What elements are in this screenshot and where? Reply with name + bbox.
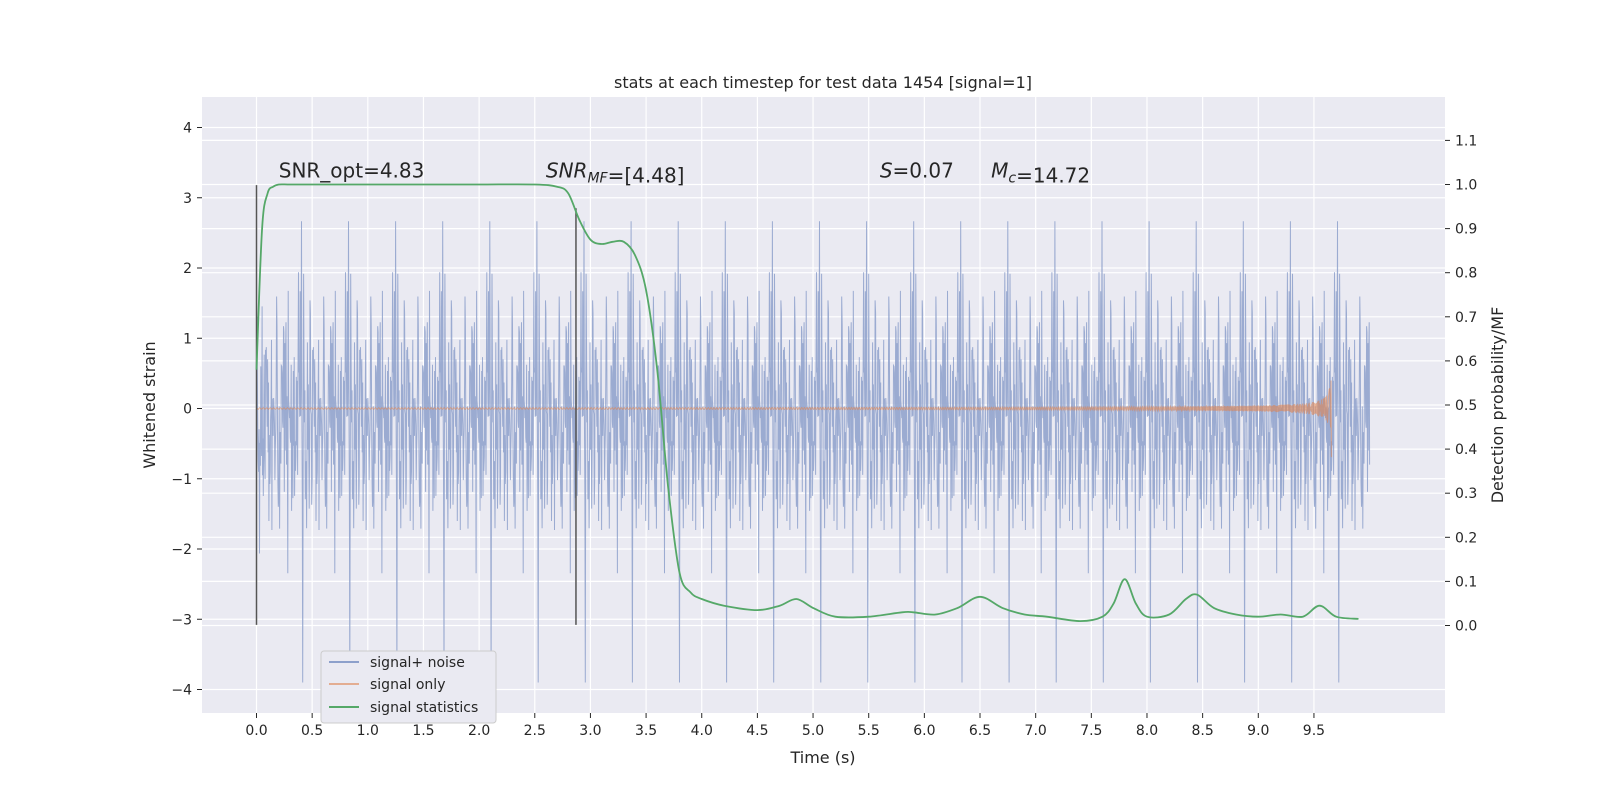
y-tick-label: 0: [183, 402, 192, 418]
x-tick-label: 3.5: [635, 723, 657, 739]
signal-statistics-series: [255, 183, 1359, 623]
x-tick-label: 9.0: [1247, 723, 1269, 739]
y-tick-label: 1: [183, 331, 192, 347]
x-tick-label: 7.5: [1080, 723, 1102, 739]
x-tick-label: 8.5: [1192, 723, 1214, 739]
y-right-tick-label: 0.3: [1455, 486, 1477, 502]
y-right-tick-label: 0.9: [1455, 222, 1477, 238]
y-axis-label: Whitened strain: [140, 341, 159, 468]
vertical-markers: [255, 185, 577, 625]
x-tick-label: 0.5: [301, 723, 323, 739]
y-tick-label: −2: [171, 542, 192, 558]
y-axis-ticks: 4 3 2 1 0 −1 −2 −3 −4: [171, 121, 202, 699]
y-right-tick-label: 0.8: [1455, 266, 1477, 282]
annotation-text: Mc=14.72: [991, 159, 1090, 188]
y-tick-label: 2: [183, 261, 192, 277]
y-right-tick-label: 0.4: [1455, 442, 1477, 458]
y-right-tick-label: 1.0: [1455, 178, 1477, 194]
y-right-tick-label: 0.7: [1455, 310, 1477, 326]
x-tick-label: 4.0: [691, 723, 713, 739]
legend-box: [320, 650, 497, 724]
x-tick-label: 7.0: [1025, 723, 1047, 739]
signal-only-line: [256, 380, 1332, 458]
y-right-tick-label: 0.2: [1455, 530, 1477, 546]
x-tick-label: 1.0: [357, 723, 379, 739]
x-tick-label: 8.0: [1136, 723, 1158, 739]
x-tick-label: 6.5: [969, 723, 991, 739]
y-tick-label: 3: [183, 191, 192, 207]
x-axis-ticks: 0.0 0.5 1.0 1.5 2.0 2.5 3.0 3.5 4.0 4.5 5.0 5.5 6.0 6…: [245, 713, 1325, 739]
x-tick-label: 9.5: [1303, 723, 1325, 739]
x-tick-label: 0.0: [245, 723, 267, 739]
y-right-tick-label: 0.1: [1455, 574, 1477, 590]
legend-label-signal-only: signal only: [370, 677, 445, 693]
x-tick-label: 6.0: [913, 723, 935, 739]
annotations: SNR_opt=4.83 SNRMF=[4.48] S=0.07 Mc=14.72: [279, 159, 1090, 188]
x-tick-label: 1.5: [412, 723, 434, 739]
y-tick-label: −1: [171, 472, 192, 488]
chart-title: stats at each timestep for test data 145…: [614, 73, 1032, 92]
signal-noise-line: [256, 221, 1371, 683]
y-tick-label: 4: [183, 121, 192, 137]
legend-label-signal-noise: signal+ noise: [370, 655, 465, 671]
y-right-tick-label: 0.0: [1455, 619, 1477, 635]
y-right-axis-label: Detection probability/MF: [1488, 307, 1507, 504]
x-tick-label: 5.0: [802, 723, 824, 739]
y-right-tick-label: 0.6: [1455, 354, 1477, 370]
x-tick-label: 2.0: [468, 723, 490, 739]
x-tick-label: 5.5: [858, 723, 880, 739]
legend: signal+ noise signal only signal statist…: [320, 650, 497, 724]
annotation-text: S=0.07: [880, 159, 954, 183]
signal-noise-series: [256, 221, 1371, 683]
y-tick-label: −3: [171, 612, 192, 628]
legend-label-signal-statistics: signal statistics: [370, 700, 478, 716]
x-tick-label: 2.5: [524, 723, 546, 739]
x-axis-label: Time (s): [789, 748, 855, 767]
y-right-tick-label: 0.5: [1455, 398, 1477, 414]
y-right-axis-ticks: 1.1 1.0 0.9 0.8 0.7 0.6 0.5 0.4 0.3 0.2 0.1 0.0: [1445, 133, 1477, 635]
x-tick-label: 3.0: [579, 723, 601, 739]
annotation-text: SNR_opt=4.83: [279, 159, 425, 183]
y-right-tick-label: 1.1: [1455, 133, 1477, 149]
signal-only-series: [256, 380, 1332, 458]
x-tick-label: 4.5: [746, 723, 768, 739]
annotation-text: SNRMF=[4.48]: [546, 159, 685, 188]
y-tick-label: −4: [171, 683, 192, 699]
signal-statistics-line: [255, 183, 1359, 623]
